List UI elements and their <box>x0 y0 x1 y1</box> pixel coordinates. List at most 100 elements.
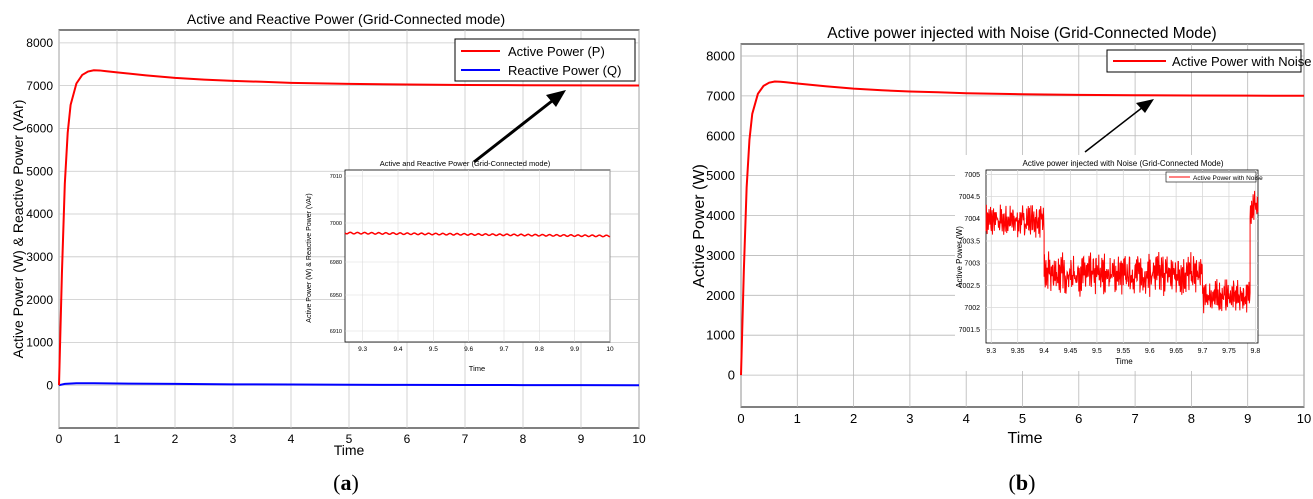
y-tick-label: 1000 <box>26 336 53 350</box>
panel-b-x-ticks: 0 1 2 3 4 5 6 7 8 9 10 <box>737 411 1311 426</box>
inset-x-tick-label: 9.4 <box>393 346 402 353</box>
x-tick-label: 7 <box>462 432 469 446</box>
panel-b-caption: (b) <box>1009 470 1036 495</box>
x-tick-label: 9.55 <box>1117 348 1131 355</box>
y-tick-label: 7000 <box>26 79 53 93</box>
panel-b-active-power-line <box>740 80 1305 376</box>
x-tick-label: 9.4 <box>1039 348 1049 355</box>
y-tick-label: 0 <box>46 378 53 392</box>
x-tick-label: 9.45 <box>1064 348 1078 355</box>
y-tick-label: 7004.5 <box>959 194 981 201</box>
x-tick-label: 9.8 <box>1250 348 1260 355</box>
y-tick-label: 3000 <box>26 250 53 264</box>
inset-y-tick-label: 6980 <box>330 260 342 266</box>
inset-y-tick-label: 6950 <box>330 293 342 299</box>
x-tick-label: 9.65 <box>1169 348 1183 355</box>
panel-a-y-label: Active Power (W) & Reactive Power (VAr) <box>10 100 26 359</box>
x-tick-label: 9.6 <box>1145 348 1155 355</box>
y-tick-label: 2000 <box>26 293 53 307</box>
x-tick-label: 9 <box>1244 411 1251 426</box>
x-tick-label: 3 <box>906 411 913 426</box>
x-tick-label: 10 <box>1297 411 1311 426</box>
panel-b-inset-legend: Active Power with Noise <box>1165 171 1263 183</box>
y-tick-label: 2000 <box>706 288 735 303</box>
y-tick-label: 6000 <box>706 128 735 143</box>
inset-x-tick-label: 10 <box>606 346 614 353</box>
inset-y-tick-label: 7000 <box>330 221 342 227</box>
x-tick-label: 1 <box>114 432 121 446</box>
panel-a-inset-active-power-line <box>344 231 611 238</box>
inset-x-tick-label: 9.7 <box>499 346 508 353</box>
panel-a-x-ticks: 0 1 2 3 4 5 6 7 8 9 10 <box>56 432 646 446</box>
legend-label-active-power-noise: Active Power with Noise <box>1172 54 1311 69</box>
x-tick-label: 4 <box>288 432 295 446</box>
panel-a-legend: Active Power (P) Reactive Power (Q) <box>454 38 636 82</box>
x-tick-label: 8 <box>1188 411 1195 426</box>
panel-b-y-label: Active Power (W) <box>691 164 708 288</box>
panel-b-x-label: Time <box>1008 430 1043 447</box>
panel-a-inset-frame <box>344 169 611 343</box>
inset-x-tick-label: 9.6 <box>464 346 473 353</box>
inset-x-tick-label: 9.9 <box>570 346 579 353</box>
y-tick-label: 7000 <box>706 88 735 103</box>
x-tick-label: 3 <box>230 432 237 446</box>
panel-b-inset-noise-line <box>985 190 1259 314</box>
x-tick-label: 2 <box>172 432 179 446</box>
panel-b-inset: Active power injected with Noise (Grid-C… <box>955 155 1263 371</box>
legend-label-active-power: Active Power (P) <box>508 44 605 59</box>
y-tick-label: 5000 <box>706 168 735 183</box>
x-tick-label: 1 <box>794 411 801 426</box>
x-tick-label: 0 <box>56 432 63 446</box>
y-tick-label: 1000 <box>706 328 735 343</box>
y-tick-label: 6000 <box>26 122 53 136</box>
panel-a-x-label: Time <box>334 442 365 458</box>
panel-b-y-ticks: 0 1000 2000 3000 4000 5000 6000 7000 8000 <box>706 49 735 383</box>
panel-b-inset-y-ticks: 7001.5 7002 7002.5 7003 7003.5 7004 7004.5 7005 <box>959 172 981 334</box>
legend-label-reactive-power: Reactive Power (Q) <box>508 63 621 78</box>
x-tick-label: 9 <box>578 432 585 446</box>
panel-a-inset-grid <box>345 170 611 342</box>
inset-x-tick-label: 9.5 <box>429 346 438 353</box>
inset-y-tick-label: 7010 <box>330 174 342 180</box>
panel-a-inset-y-label: Active Power (W) & Reactive Power (VAr) <box>306 193 313 322</box>
panel-a-inset-x-ticks: 9.3 9.4 9.5 9.6 9.7 9.8 9.9 10 <box>358 346 614 353</box>
panel-b-inset-x-label: Time <box>1115 357 1133 366</box>
y-tick-label: 7002 <box>964 305 980 312</box>
x-tick-label: 9.75 <box>1222 348 1236 355</box>
x-tick-label: 5 <box>346 432 353 446</box>
panel-b-inset-legend-label: Active Power with Noise <box>1193 175 1263 182</box>
panel-a-inset-x-label: Time <box>469 364 485 373</box>
y-tick-label: 7004 <box>964 216 980 223</box>
y-tick-label: 7005 <box>964 172 980 179</box>
panel-b-inset-x-ticks: 9.3 9.35 9.4 9.45 9.5 9.55 9.6 9.65 9.7 9.75 9.8 <box>986 348 1260 355</box>
panel-a-caption: (a) <box>333 470 359 495</box>
panel-a-inset-title: Active and Reactive Power (Grid-Connecte… <box>380 159 551 168</box>
panel-a-title: Active and Reactive Power (Grid-Connecte… <box>187 11 505 27</box>
y-tick-label: 7001.5 <box>959 327 981 334</box>
x-tick-label: 9.35 <box>1011 348 1025 355</box>
panel-a-arrow <box>473 90 566 164</box>
y-tick-label: 4000 <box>706 208 735 223</box>
inset-y-tick-label: 6910 <box>330 329 342 335</box>
panel-a-reactive-power-line <box>58 382 640 387</box>
y-tick-label: 8000 <box>26 36 53 50</box>
x-tick-label: 6 <box>404 432 411 446</box>
x-tick-label: 9.3 <box>986 348 996 355</box>
y-tick-label: 8000 <box>706 49 735 64</box>
y-tick-label: 3000 <box>706 248 735 263</box>
y-tick-label: 4000 <box>26 207 53 221</box>
panel-b-inset-frame <box>985 169 1259 344</box>
x-tick-label: 9.5 <box>1092 348 1102 355</box>
panel-b-title: Active power injected with Noise (Grid-C… <box>827 25 1216 42</box>
panel-a-active-power-line <box>58 69 640 386</box>
x-tick-label: 6 <box>1075 411 1082 426</box>
x-tick-label: 5 <box>1019 411 1026 426</box>
panel-a-y-ticks: 0 1000 2000 3000 4000 5000 6000 7000 8000 <box>26 36 53 392</box>
x-tick-label: 9.7 <box>1198 348 1208 355</box>
panel-b-inset-y-label: Active Power (W) <box>955 226 964 288</box>
x-tick-label: 4 <box>963 411 970 426</box>
panel-a-inset: Active and Reactive Power (Grid-Connecte… <box>306 159 614 373</box>
panel-a: Active and Reactive Power (Grid-Connecte… <box>10 11 646 495</box>
panel-b-legend: Active Power with Noise <box>1106 49 1311 73</box>
inset-x-tick-label: 9.3 <box>358 346 367 353</box>
